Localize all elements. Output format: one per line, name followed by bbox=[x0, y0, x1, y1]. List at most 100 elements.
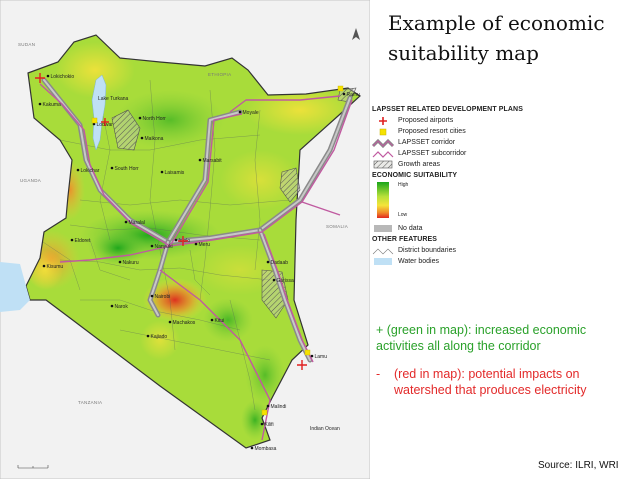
map-legend: LAPSSET RELATED DEVELOPMENT PLANS Propos… bbox=[372, 104, 562, 267]
town-dot bbox=[174, 238, 178, 242]
town-label: South Horr bbox=[115, 166, 140, 172]
suitability-gradient bbox=[377, 182, 389, 218]
town-label: Kisumu bbox=[47, 264, 64, 270]
legend-label: Proposed airports bbox=[398, 117, 454, 124]
town-label: Kilifi bbox=[265, 422, 274, 428]
town-label: Kitui bbox=[215, 318, 225, 324]
legend-row: LAPSSET subcorridor bbox=[372, 148, 562, 159]
town-dot bbox=[92, 122, 96, 126]
legend-label: LAPSSET corridor bbox=[398, 139, 456, 146]
legend-row: High Low bbox=[372, 181, 562, 219]
town-label: Laisamis bbox=[165, 170, 185, 176]
resort-city-markers bbox=[91, 85, 344, 416]
town-dot bbox=[272, 278, 276, 282]
town-label: Dadaab bbox=[271, 260, 289, 266]
town-dot bbox=[146, 334, 150, 338]
subcorridor-icon bbox=[372, 149, 394, 159]
town-label: Kakuma bbox=[43, 102, 62, 108]
town-dot bbox=[168, 320, 172, 324]
district-boundary-icon bbox=[372, 246, 394, 256]
growth-area-icon bbox=[372, 160, 394, 170]
town-label: Machakos bbox=[173, 320, 196, 326]
town-label: Meru bbox=[199, 242, 211, 248]
gradient-labels: High Low bbox=[398, 182, 408, 218]
legend-label: No data bbox=[398, 225, 423, 232]
town-label: Nanyuki bbox=[155, 244, 173, 250]
slide-title: Example of economic suitability map bbox=[388, 8, 628, 68]
title-line: Example of economic bbox=[388, 11, 605, 35]
note-green: + (green in map): increased economic act… bbox=[376, 323, 587, 353]
title-line: suitability map bbox=[388, 41, 539, 65]
town-dot bbox=[342, 92, 346, 96]
scale-bar bbox=[17, 465, 49, 469]
legend-row: Proposed airports bbox=[372, 115, 562, 126]
town-label: Lokichar bbox=[81, 168, 100, 174]
town-dot bbox=[46, 74, 50, 78]
town-label: Ramu bbox=[347, 92, 361, 98]
town-dot bbox=[42, 264, 46, 268]
legend-row: LAPSSET corridor bbox=[372, 137, 562, 148]
water-body-icon bbox=[372, 257, 394, 267]
town-dot bbox=[266, 404, 270, 408]
town-dot bbox=[70, 238, 74, 242]
legend-label: District boundaries bbox=[398, 247, 456, 254]
airport-markers bbox=[35, 73, 307, 370]
town-label: Nakuru bbox=[123, 260, 139, 266]
town-label: Lamu bbox=[315, 354, 328, 360]
legend-heading: ECONOMIC SUITABILITY bbox=[372, 172, 458, 179]
town-label: Nairobi bbox=[155, 294, 171, 300]
town-label: Malindi bbox=[271, 404, 287, 410]
town-label: Maikona bbox=[145, 136, 164, 142]
town-label: Lokichokio bbox=[51, 74, 75, 80]
town-label: North Horr bbox=[143, 116, 167, 122]
legend-row: District boundaries bbox=[372, 245, 562, 256]
no-data-icon bbox=[372, 224, 394, 234]
town-label: Maralal bbox=[129, 220, 145, 226]
town-dot bbox=[194, 242, 198, 246]
town-dot bbox=[140, 136, 144, 140]
town-dot bbox=[250, 446, 254, 450]
legend-label: Water bodies bbox=[398, 258, 439, 265]
town-label: Eldoret bbox=[75, 238, 91, 244]
town-dot bbox=[210, 318, 214, 322]
note-red: - (red in map): potential impacts on wat… bbox=[376, 366, 626, 398]
notes: + (green in map): increased economic act… bbox=[376, 322, 626, 398]
legend-label: Proposed resort cities bbox=[398, 128, 466, 135]
north-arrow-icon bbox=[352, 28, 360, 40]
town-dot bbox=[266, 260, 270, 264]
country-label: SOMALIA bbox=[326, 224, 348, 229]
resort-city-icon bbox=[372, 127, 394, 137]
town-label: Kajiado bbox=[151, 334, 168, 340]
town-label: Marsabit bbox=[203, 158, 223, 164]
town-dot bbox=[124, 220, 128, 224]
town-dot bbox=[150, 294, 154, 298]
country-label: ETHIOPIA bbox=[208, 72, 231, 77]
corridor-icon bbox=[372, 138, 394, 148]
town-dot bbox=[260, 422, 264, 426]
town-dot bbox=[238, 110, 242, 114]
legend-heading: LAPSSET RELATED DEVELOPMENT PLANS bbox=[372, 106, 523, 113]
town-dot bbox=[110, 166, 114, 170]
legend-row: Growth areas bbox=[372, 159, 562, 170]
town-dot bbox=[118, 260, 122, 264]
town-dot bbox=[76, 168, 80, 172]
gradient-low-label: Low bbox=[398, 212, 408, 218]
town-label: Moyale bbox=[243, 110, 259, 116]
legend-row: No data bbox=[372, 223, 562, 234]
town-label: Garissa bbox=[277, 278, 294, 284]
town-dot bbox=[310, 354, 314, 358]
note-red-text: (red in map): potential impacts on water… bbox=[394, 367, 587, 397]
note-red-dash: - bbox=[376, 367, 381, 381]
town-label: Narok bbox=[115, 304, 129, 310]
town-label: Mombasa bbox=[255, 446, 277, 452]
legend-label: LAPSSET subcorridor bbox=[398, 150, 467, 157]
legend-row: Proposed resort cities bbox=[372, 126, 562, 137]
town-dot bbox=[150, 244, 154, 248]
legend-label: Growth areas bbox=[398, 161, 441, 168]
country-label: TANZANIA bbox=[78, 400, 102, 405]
country-label: SUDAN bbox=[18, 42, 35, 47]
town-dot bbox=[160, 170, 164, 174]
legend-heading: OTHER FEATURES bbox=[372, 236, 438, 243]
town-dot bbox=[138, 116, 142, 120]
